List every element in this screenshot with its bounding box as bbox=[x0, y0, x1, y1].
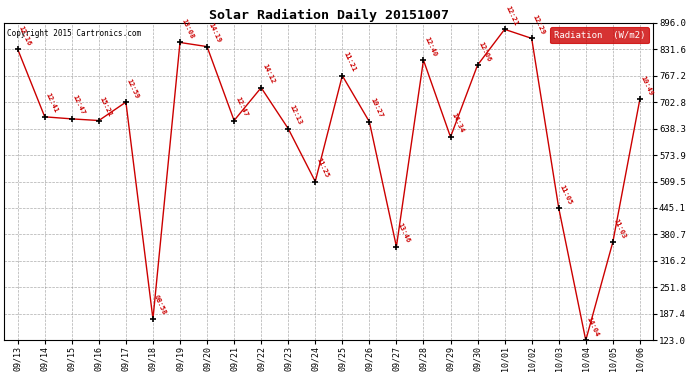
Text: 12:06: 12:06 bbox=[477, 40, 492, 62]
Text: 14:19: 14:19 bbox=[207, 22, 221, 44]
Text: 11:25: 11:25 bbox=[315, 157, 330, 179]
Text: 14:12: 14:12 bbox=[261, 63, 275, 85]
Text: 15:21: 15:21 bbox=[99, 96, 113, 118]
Text: 12:16: 12:16 bbox=[18, 25, 32, 46]
Text: Copyright 2015 Cartronics.com: Copyright 2015 Cartronics.com bbox=[8, 29, 141, 38]
Text: 12:47: 12:47 bbox=[72, 94, 86, 116]
Text: 12:29: 12:29 bbox=[532, 14, 546, 36]
Text: 10:49: 10:49 bbox=[640, 75, 654, 96]
Text: 12:47: 12:47 bbox=[234, 96, 248, 118]
Text: 11:03: 11:03 bbox=[613, 217, 627, 239]
Text: 12:21: 12:21 bbox=[504, 5, 519, 27]
Title: Solar Radiation Daily 20151007: Solar Radiation Daily 20151007 bbox=[209, 9, 448, 22]
Text: 14:34: 14:34 bbox=[451, 112, 465, 134]
Text: 10:27: 10:27 bbox=[369, 97, 384, 119]
Text: 08:58: 08:58 bbox=[153, 294, 168, 316]
Text: 13:08: 13:08 bbox=[180, 18, 195, 40]
Text: 11:05: 11:05 bbox=[559, 183, 573, 205]
Text: 12:41: 12:41 bbox=[45, 92, 59, 114]
Text: 13:46: 13:46 bbox=[397, 222, 411, 244]
Text: 12:59: 12:59 bbox=[126, 78, 140, 99]
Text: 11:21: 11:21 bbox=[342, 51, 357, 73]
Text: 12:40: 12:40 bbox=[424, 36, 438, 57]
Text: 12:13: 12:13 bbox=[288, 104, 303, 126]
Text: 14:04: 14:04 bbox=[586, 316, 600, 338]
Legend: Radiation  (W/m2): Radiation (W/m2) bbox=[551, 27, 649, 44]
